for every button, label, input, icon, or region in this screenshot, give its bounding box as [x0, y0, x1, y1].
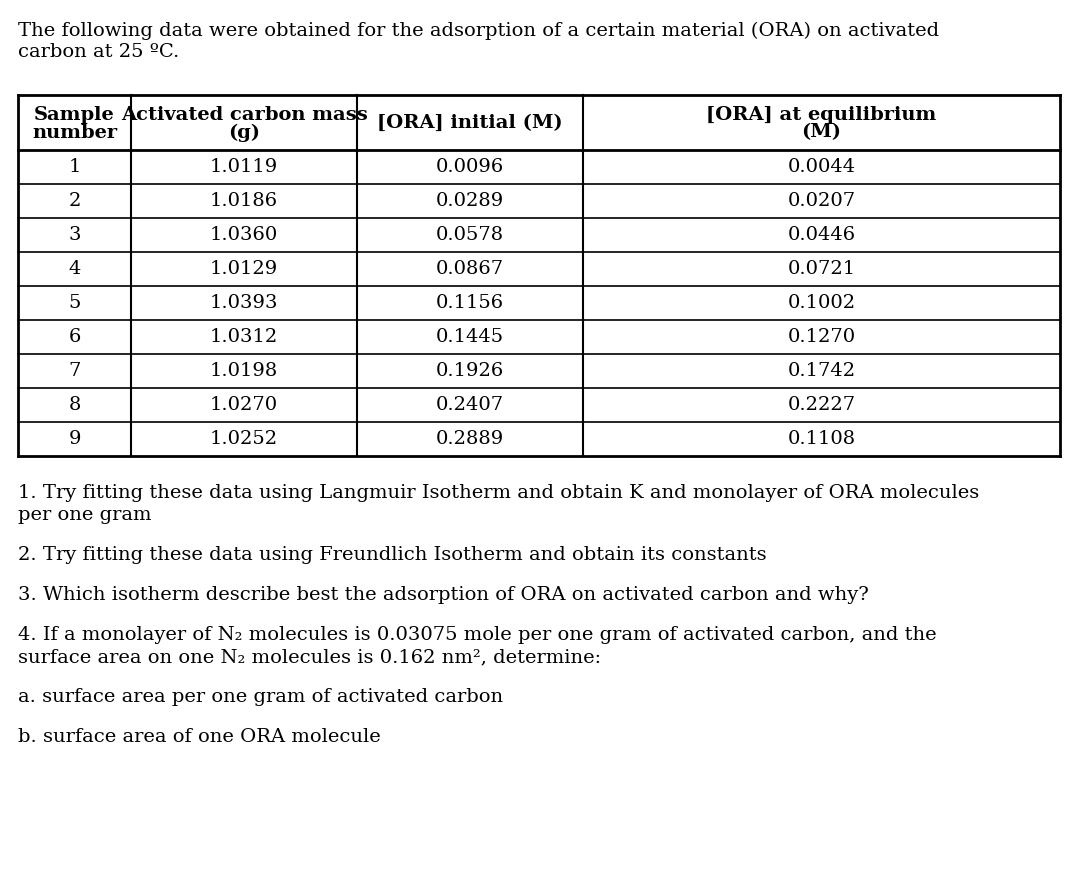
Text: 1.0270: 1.0270 — [210, 396, 279, 414]
Text: 0.0044: 0.0044 — [787, 158, 855, 176]
Text: 0.1445: 0.1445 — [436, 328, 504, 346]
Text: 0.2889: 0.2889 — [436, 430, 504, 448]
Text: 1.0119: 1.0119 — [210, 158, 279, 176]
Text: 0.1156: 0.1156 — [436, 294, 504, 312]
Text: b. surface area of one ORA molecule: b. surface area of one ORA molecule — [18, 728, 381, 746]
Text: 0.1742: 0.1742 — [787, 362, 855, 380]
Text: surface area on one N₂ molecules is 0.162 nm², determine:: surface area on one N₂ molecules is 0.16… — [18, 648, 602, 666]
Text: 0.2227: 0.2227 — [787, 396, 855, 414]
Text: 8: 8 — [68, 396, 81, 414]
Text: per one gram: per one gram — [18, 506, 151, 524]
Text: number: number — [32, 123, 117, 141]
Text: 1.0312: 1.0312 — [210, 328, 279, 346]
Text: carbon at 25 ºC.: carbon at 25 ºC. — [18, 43, 179, 61]
Text: 1.0360: 1.0360 — [210, 226, 279, 244]
Text: 2: 2 — [68, 192, 81, 210]
Text: 1.0198: 1.0198 — [210, 362, 279, 380]
Text: 1.0393: 1.0393 — [210, 294, 279, 312]
Text: 0.2407: 0.2407 — [436, 396, 504, 414]
Text: 0.1108: 0.1108 — [787, 430, 855, 448]
Text: (g): (g) — [228, 123, 260, 141]
Text: 7: 7 — [68, 362, 81, 380]
Text: 0.0096: 0.0096 — [436, 158, 504, 176]
Text: 9: 9 — [68, 430, 81, 448]
Text: The following data were obtained for the adsorption of a certain material (ORA) : The following data were obtained for the… — [18, 22, 940, 40]
Text: 1. Try fitting these data using Langmuir Isotherm and obtain K and monolayer of : 1. Try fitting these data using Langmuir… — [18, 484, 980, 502]
Text: 2. Try fitting these data using Freundlich Isotherm and obtain its constants: 2. Try fitting these data using Freundli… — [18, 546, 767, 564]
Text: 4. If a monolayer of N₂ molecules is 0.03075 mole per one gram of activated carb: 4. If a monolayer of N₂ molecules is 0.0… — [18, 626, 936, 644]
Text: [ORA] at equilibrium: [ORA] at equilibrium — [706, 106, 936, 123]
Text: a. surface area per one gram of activated carbon: a. surface area per one gram of activate… — [18, 688, 503, 706]
Text: 0.1002: 0.1002 — [787, 294, 855, 312]
Text: 5: 5 — [68, 294, 81, 312]
Text: Activated carbon mass: Activated carbon mass — [121, 106, 367, 123]
Text: 1: 1 — [68, 158, 81, 176]
Text: 1.0186: 1.0186 — [210, 192, 279, 210]
Text: 0.0289: 0.0289 — [436, 192, 504, 210]
Text: Sample: Sample — [35, 106, 114, 123]
Text: 0.0207: 0.0207 — [787, 192, 855, 210]
Text: 1.0252: 1.0252 — [210, 430, 279, 448]
Text: 1.0129: 1.0129 — [210, 260, 279, 278]
Text: 6: 6 — [68, 328, 81, 346]
Text: [ORA] initial (M): [ORA] initial (M) — [377, 113, 563, 132]
Text: 0.1270: 0.1270 — [787, 328, 855, 346]
Text: 0.0446: 0.0446 — [787, 226, 855, 244]
Text: 0.0721: 0.0721 — [787, 260, 855, 278]
Text: 3. Which isotherm describe best the adsorption of ORA on activated carbon and wh: 3. Which isotherm describe best the adso… — [18, 586, 869, 604]
Text: 3: 3 — [68, 226, 81, 244]
Text: 4: 4 — [68, 260, 81, 278]
Text: 0.1926: 0.1926 — [436, 362, 504, 380]
Text: 0.0867: 0.0867 — [436, 260, 504, 278]
Text: (M): (M) — [801, 123, 841, 141]
Text: 0.0578: 0.0578 — [436, 226, 504, 244]
